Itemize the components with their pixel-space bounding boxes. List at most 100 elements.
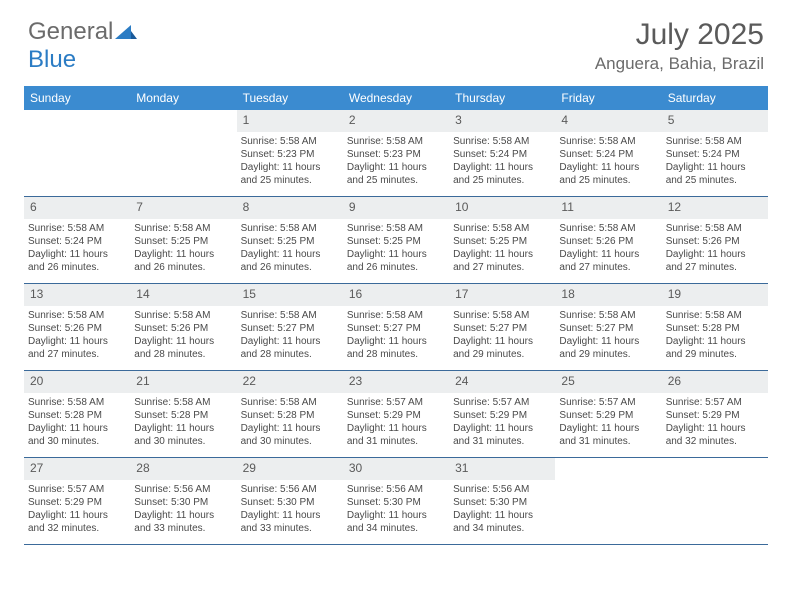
- page-header: General July 2025 Anguera, Bahia, Brazil: [0, 0, 792, 78]
- day-cell: [24, 110, 130, 196]
- daylight-text: Daylight: 11 hours and 31 minutes.: [347, 422, 445, 448]
- day-content: Sunrise: 5:58 AMSunset: 5:28 PMDaylight:…: [130, 393, 236, 452]
- day-number: 30: [343, 458, 449, 480]
- day-number: 10: [449, 197, 555, 219]
- daylight-text: Daylight: 11 hours and 25 minutes.: [241, 161, 339, 187]
- sunset-text: Sunset: 5:26 PM: [559, 235, 657, 248]
- sunrise-text: Sunrise: 5:57 AM: [453, 396, 551, 409]
- sunrise-text: Sunrise: 5:58 AM: [134, 309, 232, 322]
- day-content: Sunrise: 5:58 AMSunset: 5:25 PMDaylight:…: [237, 219, 343, 278]
- sunrise-text: Sunrise: 5:57 AM: [666, 396, 764, 409]
- location-subtitle: Anguera, Bahia, Brazil: [595, 54, 764, 74]
- daylight-text: Daylight: 11 hours and 33 minutes.: [241, 509, 339, 535]
- day-content: Sunrise: 5:57 AMSunset: 5:29 PMDaylight:…: [24, 480, 130, 539]
- sunrise-text: Sunrise: 5:56 AM: [241, 483, 339, 496]
- day-cell: [130, 110, 236, 196]
- sunset-text: Sunset: 5:29 PM: [559, 409, 657, 422]
- sunrise-text: Sunrise: 5:57 AM: [28, 483, 126, 496]
- day-cell: 4Sunrise: 5:58 AMSunset: 5:24 PMDaylight…: [555, 110, 661, 196]
- day-content: Sunrise: 5:58 AMSunset: 5:23 PMDaylight:…: [237, 132, 343, 191]
- day-cell: [555, 458, 661, 544]
- logo: General: [28, 18, 139, 46]
- day-number: 29: [237, 458, 343, 480]
- sunset-text: Sunset: 5:23 PM: [241, 148, 339, 161]
- daylight-text: Daylight: 11 hours and 28 minutes.: [241, 335, 339, 361]
- sunrise-text: Sunrise: 5:58 AM: [453, 222, 551, 235]
- day-content: Sunrise: 5:58 AMSunset: 5:28 PMDaylight:…: [237, 393, 343, 452]
- day-number: 18: [555, 284, 661, 306]
- day-content: Sunrise: 5:58 AMSunset: 5:28 PMDaylight:…: [24, 393, 130, 452]
- logo-text-2: Blue: [28, 46, 76, 73]
- sunset-text: Sunset: 5:25 PM: [134, 235, 232, 248]
- day-cell: 18Sunrise: 5:58 AMSunset: 5:27 PMDayligh…: [555, 284, 661, 370]
- day-cell: 5Sunrise: 5:58 AMSunset: 5:24 PMDaylight…: [662, 110, 768, 196]
- sunset-text: Sunset: 5:27 PM: [453, 322, 551, 335]
- sunrise-text: Sunrise: 5:58 AM: [347, 309, 445, 322]
- daylight-text: Daylight: 11 hours and 25 minutes.: [666, 161, 764, 187]
- day-content: Sunrise: 5:58 AMSunset: 5:28 PMDaylight:…: [662, 306, 768, 365]
- day-cell: 17Sunrise: 5:58 AMSunset: 5:27 PMDayligh…: [449, 284, 555, 370]
- day-content: Sunrise: 5:57 AMSunset: 5:29 PMDaylight:…: [662, 393, 768, 452]
- daylight-text: Daylight: 11 hours and 29 minutes.: [559, 335, 657, 361]
- day-content: Sunrise: 5:56 AMSunset: 5:30 PMDaylight:…: [237, 480, 343, 539]
- day-cell: 1Sunrise: 5:58 AMSunset: 5:23 PMDaylight…: [237, 110, 343, 196]
- daylight-text: Daylight: 11 hours and 34 minutes.: [347, 509, 445, 535]
- day-number: 4: [555, 110, 661, 132]
- day-content: Sunrise: 5:58 AMSunset: 5:26 PMDaylight:…: [130, 306, 236, 365]
- day-header-saturday: Saturday: [662, 86, 768, 110]
- day-number: 26: [662, 371, 768, 393]
- day-number: 19: [662, 284, 768, 306]
- day-cell: 6Sunrise: 5:58 AMSunset: 5:24 PMDaylight…: [24, 197, 130, 283]
- daylight-text: Daylight: 11 hours and 32 minutes.: [28, 509, 126, 535]
- day-content: Sunrise: 5:58 AMSunset: 5:27 PMDaylight:…: [449, 306, 555, 365]
- day-number: 1: [237, 110, 343, 132]
- day-header-wednesday: Wednesday: [343, 86, 449, 110]
- daylight-text: Daylight: 11 hours and 30 minutes.: [28, 422, 126, 448]
- sunrise-text: Sunrise: 5:58 AM: [559, 309, 657, 322]
- week-row: 6Sunrise: 5:58 AMSunset: 5:24 PMDaylight…: [24, 197, 768, 284]
- day-header-tuesday: Tuesday: [237, 86, 343, 110]
- day-number: 3: [449, 110, 555, 132]
- sunset-text: Sunset: 5:29 PM: [453, 409, 551, 422]
- day-cell: 13Sunrise: 5:58 AMSunset: 5:26 PMDayligh…: [24, 284, 130, 370]
- sunrise-text: Sunrise: 5:58 AM: [28, 222, 126, 235]
- day-cell: 24Sunrise: 5:57 AMSunset: 5:29 PMDayligh…: [449, 371, 555, 457]
- daylight-text: Daylight: 11 hours and 25 minutes.: [453, 161, 551, 187]
- sunrise-text: Sunrise: 5:58 AM: [28, 396, 126, 409]
- week-row: 1Sunrise: 5:58 AMSunset: 5:23 PMDaylight…: [24, 110, 768, 197]
- day-number: 7: [130, 197, 236, 219]
- daylight-text: Daylight: 11 hours and 31 minutes.: [559, 422, 657, 448]
- sunrise-text: Sunrise: 5:56 AM: [453, 483, 551, 496]
- day-cell: 7Sunrise: 5:58 AMSunset: 5:25 PMDaylight…: [130, 197, 236, 283]
- day-cell: 16Sunrise: 5:58 AMSunset: 5:27 PMDayligh…: [343, 284, 449, 370]
- day-content: Sunrise: 5:58 AMSunset: 5:24 PMDaylight:…: [662, 132, 768, 191]
- sunset-text: Sunset: 5:30 PM: [134, 496, 232, 509]
- daylight-text: Daylight: 11 hours and 27 minutes.: [559, 248, 657, 274]
- day-content: Sunrise: 5:58 AMSunset: 5:23 PMDaylight:…: [343, 132, 449, 191]
- daylight-text: Daylight: 11 hours and 25 minutes.: [559, 161, 657, 187]
- day-number: 31: [449, 458, 555, 480]
- day-header-row: Sunday Monday Tuesday Wednesday Thursday…: [24, 86, 768, 110]
- day-number: 24: [449, 371, 555, 393]
- day-content: Sunrise: 5:58 AMSunset: 5:26 PMDaylight:…: [662, 219, 768, 278]
- sunset-text: Sunset: 5:26 PM: [666, 235, 764, 248]
- day-content: Sunrise: 5:57 AMSunset: 5:29 PMDaylight:…: [555, 393, 661, 452]
- daylight-text: Daylight: 11 hours and 27 minutes.: [666, 248, 764, 274]
- sunrise-text: Sunrise: 5:58 AM: [134, 222, 232, 235]
- day-content: Sunrise: 5:56 AMSunset: 5:30 PMDaylight:…: [343, 480, 449, 539]
- sunset-text: Sunset: 5:24 PM: [28, 235, 126, 248]
- day-number: 5: [662, 110, 768, 132]
- day-number: 25: [555, 371, 661, 393]
- day-cell: 30Sunrise: 5:56 AMSunset: 5:30 PMDayligh…: [343, 458, 449, 544]
- sunset-text: Sunset: 5:25 PM: [347, 235, 445, 248]
- day-header-thursday: Thursday: [449, 86, 555, 110]
- calendar-grid: Sunday Monday Tuesday Wednesday Thursday…: [24, 86, 768, 545]
- day-content: Sunrise: 5:57 AMSunset: 5:29 PMDaylight:…: [449, 393, 555, 452]
- daylight-text: Daylight: 11 hours and 27 minutes.: [28, 335, 126, 361]
- daylight-text: Daylight: 11 hours and 29 minutes.: [453, 335, 551, 361]
- day-number: 11: [555, 197, 661, 219]
- daylight-text: Daylight: 11 hours and 27 minutes.: [453, 248, 551, 274]
- day-number: 22: [237, 371, 343, 393]
- sunset-text: Sunset: 5:27 PM: [347, 322, 445, 335]
- sunrise-text: Sunrise: 5:57 AM: [559, 396, 657, 409]
